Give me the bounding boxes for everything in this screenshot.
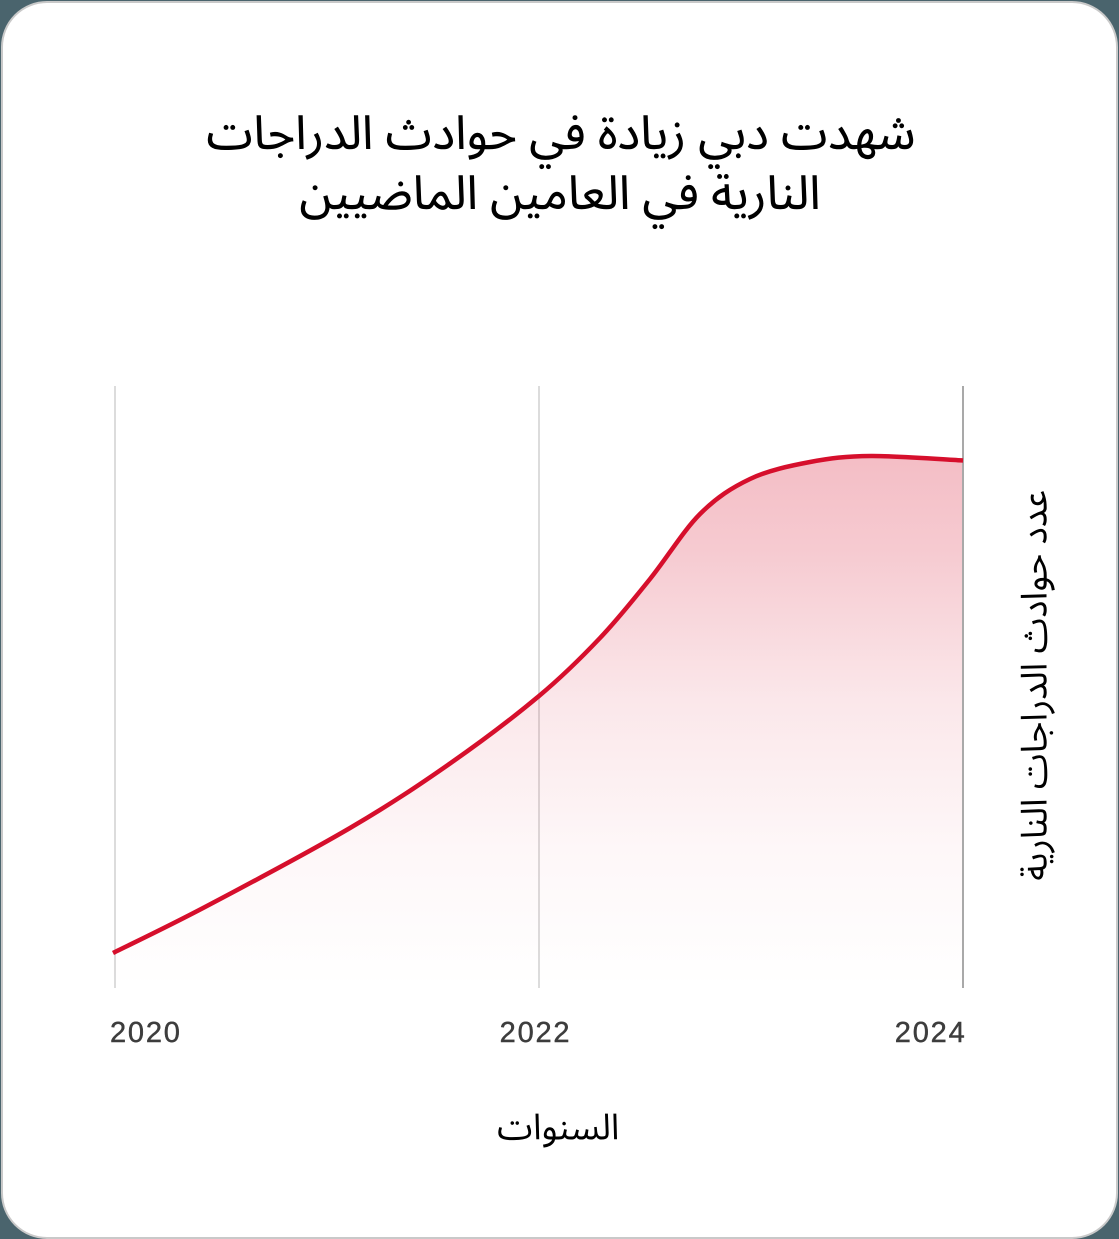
svg-text:2024: 2024 [895,1017,967,1049]
svg-text:2020: 2020 [110,1017,182,1049]
svg-text:2022: 2022 [500,1017,572,1049]
